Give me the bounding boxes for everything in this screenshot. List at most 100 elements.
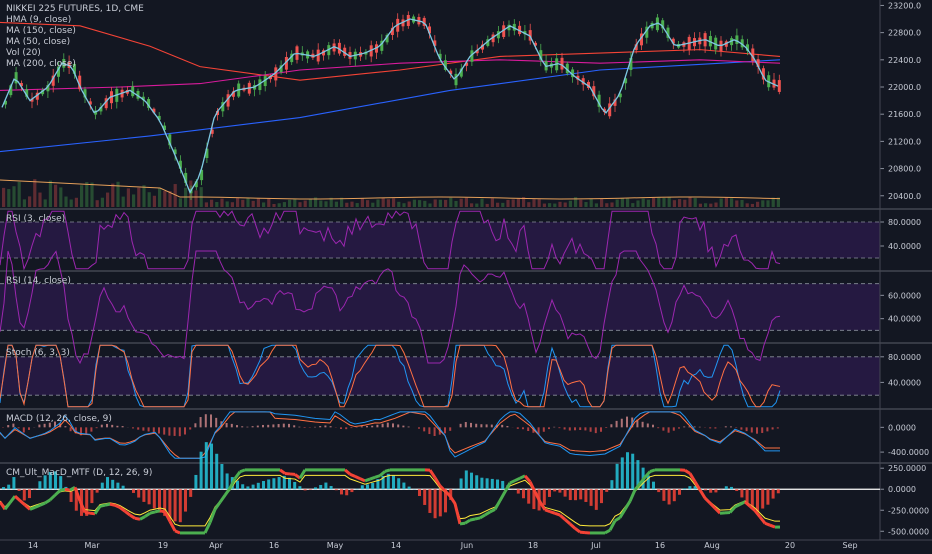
cm-hist-bar (392, 475, 395, 489)
cm-hist-bar (772, 489, 775, 498)
macd-hist-bar (96, 427, 98, 428)
volume-bar (621, 198, 624, 207)
volume-bar (179, 198, 182, 207)
macd-hist-bar (122, 426, 124, 427)
macd-hist-bar (574, 427, 576, 430)
cm-hist-bar (371, 483, 374, 489)
volume-bar (241, 200, 244, 207)
volume-bar (408, 202, 411, 207)
cm-hist-bar (470, 473, 473, 490)
volume-bar (756, 202, 759, 207)
x-tick-label-5: May (327, 541, 344, 550)
volume-bar (106, 193, 109, 207)
cm-hist-bar (350, 489, 353, 492)
volume-bar (376, 200, 379, 207)
volume-bar (345, 203, 348, 207)
macd-hist-bar (730, 426, 732, 427)
cm-hist-bar (59, 476, 62, 489)
macd-hist-bar (200, 417, 202, 427)
cm-hist-bar (272, 478, 275, 489)
macd-hist-bar (18, 427, 20, 428)
macd-hist-bar (584, 427, 586, 430)
cm-hist-bar (475, 475, 478, 489)
volume-bar (465, 198, 468, 207)
cm-fast-segment (350, 474, 355, 476)
macd-hist-bar (304, 427, 306, 428)
volume-bar (590, 199, 593, 207)
stoch-ytick-label-0: 80.0000 (888, 353, 921, 362)
macd-hist-bar (132, 427, 134, 428)
volume-bar (371, 203, 374, 207)
x-tick-label-1: Mar (84, 541, 100, 550)
macd-hist-bar (465, 422, 467, 427)
cm-fast-segment (115, 505, 120, 507)
cm-hist-bar (683, 488, 686, 489)
macd-hist-bar (184, 427, 186, 434)
volume-bar (413, 200, 416, 207)
macd-hist-bar (350, 427, 352, 428)
x-tick-label-0: 14 (28, 541, 38, 550)
cm-hist-bar (558, 489, 561, 492)
macd-hist-bar (7, 425, 9, 427)
macd-hist-bar (610, 424, 612, 427)
macd-hist-bar (491, 425, 493, 428)
cm-ytick-label-0: 250.0000 (888, 464, 926, 473)
macd-hist-bar (205, 414, 207, 427)
macd-hist-bar (605, 427, 607, 428)
volume-bar (236, 198, 239, 207)
cm-fast-segment (460, 523, 465, 524)
cm-hist-bar (418, 489, 421, 496)
macd-hist-bar (179, 427, 181, 436)
volume-bar (293, 199, 296, 207)
cm-hist-bar (491, 479, 494, 489)
volume-bar (23, 199, 26, 207)
macd-hist-bar (226, 423, 228, 427)
macd-hist-bar (740, 427, 742, 429)
macd-hist-bar (387, 423, 389, 428)
macd-hist-bar (153, 427, 155, 432)
cm-hist-bar (220, 464, 223, 489)
stoch-ytick-label-1: 40.0000 (888, 378, 921, 387)
macd-hist-bar (678, 427, 680, 428)
volume-bar (64, 197, 67, 207)
macd-hist-bar (408, 427, 410, 428)
volume-bar (132, 194, 135, 207)
x-tick-label-4: 16 (269, 541, 279, 550)
volume-bar (137, 188, 140, 207)
cm-hist-bar (584, 489, 587, 502)
volume-bar (454, 201, 457, 207)
macd-hist-bar (28, 427, 30, 430)
cm-hist-bar (657, 489, 660, 492)
volume-bar (517, 198, 520, 207)
cm-hist-bar (704, 489, 707, 490)
macd-hist-bar (376, 425, 378, 428)
macd-hist-bar (210, 414, 212, 427)
cm-fast-segment (135, 518, 140, 519)
macd-hist-bar (397, 424, 399, 427)
macd-hist-bar (106, 424, 108, 427)
cm-hist-bar (2, 487, 5, 489)
macd-hist-bar (522, 427, 524, 429)
x-tick-label-10: 16 (655, 541, 665, 550)
cm-hist-bar (205, 442, 208, 489)
volume-bar (319, 200, 322, 207)
cm-hist-bar (423, 489, 426, 505)
macd-hist-bar (241, 426, 243, 427)
macd-hist-bar (470, 423, 472, 427)
macd-hist-bar (652, 425, 654, 428)
cm-hist-bar (90, 489, 93, 503)
cm-hist-bar (148, 489, 151, 504)
macd-hist-bar (766, 427, 768, 431)
cm-ytick-label-1: 0.0000 (888, 485, 916, 494)
volume-bar (397, 202, 400, 207)
volume-bar (382, 198, 385, 207)
cm-hist-bar (766, 489, 769, 504)
cm-hist-bar (246, 486, 249, 489)
macd-hist-bar (340, 427, 342, 429)
macd-hist-bar (621, 419, 623, 428)
cm-hist-bar (122, 486, 125, 490)
volume-bar (309, 198, 312, 207)
rsi14-legend: RSI (14, close) (6, 276, 71, 286)
